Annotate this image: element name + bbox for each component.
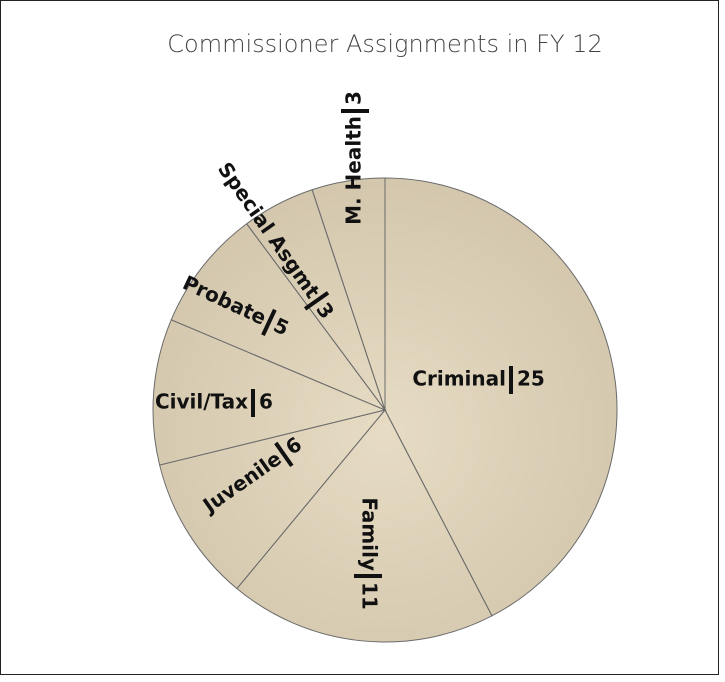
category-label: M. Health [342,116,366,225]
separator [303,291,330,311]
category-label: Civil/Tax [155,390,248,414]
slice-label: M. Health 3 [341,91,369,225]
value-label: 11 [358,582,382,610]
slice [170,223,387,412]
value-label: 25 [517,367,545,391]
value-label: 3 [342,91,366,105]
chart-title: Commissioner Assignments in FY 12 [167,30,602,58]
category-label: Criminal [412,367,506,391]
value-label: 6 [259,390,273,414]
separator [274,441,294,468]
separator [509,366,513,394]
separator [261,308,277,336]
slice [384,177,618,617]
slices [152,177,618,643]
slice-label: Civil/Tax 6 [155,389,273,417]
separator [341,109,369,113]
category-label: Family [358,497,382,571]
slice [159,409,387,590]
slice [236,409,493,643]
separator [251,389,255,417]
slice [311,177,386,411]
slice [152,319,387,466]
slice-label: Family 11 [354,497,382,610]
slice-label: Criminal 25 [412,366,545,394]
separator [354,574,382,578]
